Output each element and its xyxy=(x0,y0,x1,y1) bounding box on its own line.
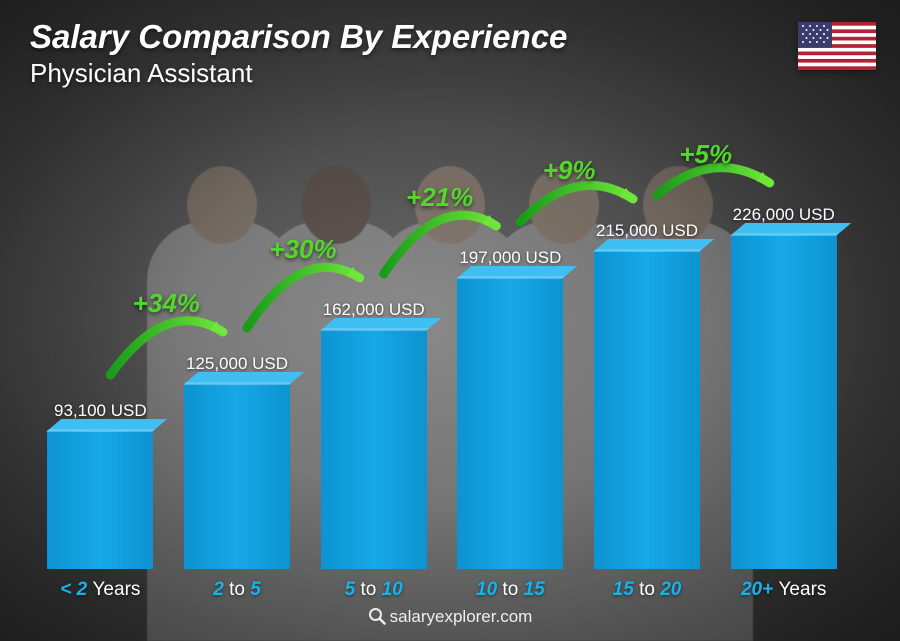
bar-value-label: 162,000 USD xyxy=(323,300,425,320)
bar-value-label: 215,000 USD xyxy=(596,221,698,241)
chart-subtitle: Physician Assistant xyxy=(30,58,567,89)
bar-column: 197,000 USD10 to 15 xyxy=(446,248,575,569)
bar xyxy=(47,431,153,569)
bar-value-label: 93,100 USD xyxy=(54,401,147,421)
bar xyxy=(321,330,427,569)
bar xyxy=(457,278,563,569)
bar-value-label: 197,000 USD xyxy=(459,248,561,268)
salary-bar-chart: 93,100 USD< 2 Years125,000 USD2 to 5162,… xyxy=(32,99,852,569)
bar xyxy=(594,251,700,569)
infographic-container: Salary Comparison By Experience Physicia… xyxy=(0,0,900,641)
bar-category-label: 5 to 10 xyxy=(345,579,403,601)
search-icon xyxy=(368,607,386,625)
bar xyxy=(184,384,290,569)
us-flag-icon xyxy=(798,22,876,70)
bar-column: 226,000 USD20+ Years xyxy=(719,205,848,569)
bar-category-label: 10 to 15 xyxy=(476,579,545,601)
bar-category-label: 15 to 20 xyxy=(613,579,682,601)
chart-title: Salary Comparison By Experience xyxy=(30,18,567,56)
bar-category-label: 20+ Years xyxy=(741,579,826,601)
bar-category-label: < 2 Years xyxy=(60,579,140,601)
bar-value-label: 125,000 USD xyxy=(186,354,288,374)
footer-credit: salaryexplorer.com xyxy=(0,607,900,627)
bar-column: 162,000 USD5 to 10 xyxy=(309,300,438,569)
bar-column: 125,000 USD2 to 5 xyxy=(173,354,302,569)
bar-category-label: 2 to 5 xyxy=(213,579,261,601)
bar-column: 215,000 USD15 to 20 xyxy=(583,221,712,569)
footer-site-text: salaryexplorer.com xyxy=(390,607,533,626)
header: Salary Comparison By Experience Physicia… xyxy=(30,18,567,89)
bar-value-label: 226,000 USD xyxy=(733,205,835,225)
bar-column: 93,100 USD< 2 Years xyxy=(36,401,165,569)
bar xyxy=(731,235,837,569)
